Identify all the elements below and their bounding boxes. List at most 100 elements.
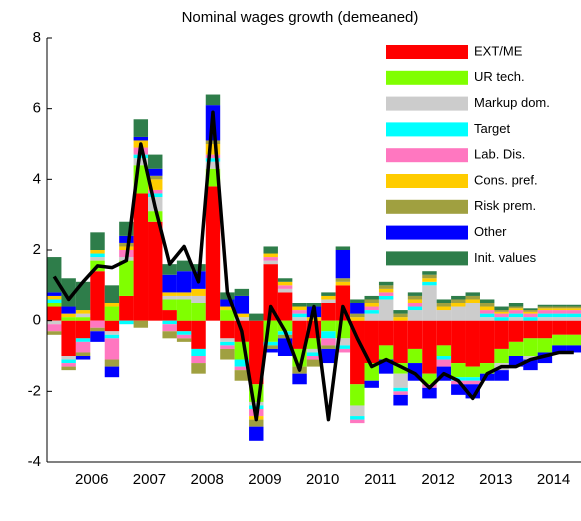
chart-title: Nominal wages growth (demeaned) (182, 9, 419, 26)
bar-segment (277, 285, 293, 289)
x-tick-label: 2009 (248, 471, 281, 488)
bar-segment (90, 271, 105, 321)
bar-segment (566, 345, 581, 353)
bar-segment (205, 140, 221, 144)
bar-segment (566, 306, 581, 309)
bar-segment (191, 320, 206, 349)
line (52, 110, 574, 422)
bar-segment (263, 348, 278, 353)
bar-segment (537, 338, 553, 353)
legend-label: Lab. Dis. (474, 147, 525, 162)
bar-segment (61, 359, 76, 364)
bar-segment (364, 363, 379, 381)
bar-segment (350, 299, 365, 303)
bar-segment (148, 211, 163, 222)
bar-segment (133, 193, 149, 321)
bar-segment (508, 303, 524, 307)
bar-segment (162, 292, 177, 296)
bar-segment (104, 285, 120, 303)
bar-segment (249, 320, 264, 385)
bar-segment (162, 274, 177, 293)
bar-segment (465, 295, 480, 300)
bar-segment (133, 136, 149, 141)
bar-segment (75, 338, 91, 342)
bar-segment (61, 366, 76, 371)
bar-segment (552, 334, 567, 346)
bar-segment (552, 313, 567, 318)
bar-segment (277, 278, 293, 282)
bar-segment (321, 303, 336, 321)
legend-swatch (386, 251, 468, 266)
bar-segment (393, 394, 408, 406)
bar-segment (335, 345, 351, 349)
bar-segment (364, 380, 379, 388)
bar-segment (407, 320, 423, 349)
bar-segment (566, 310, 581, 314)
bar-segment (162, 264, 177, 275)
bar-segment (508, 317, 524, 321)
bar-segment (61, 320, 76, 356)
bar-segment (234, 313, 250, 318)
bar-segment (494, 317, 509, 321)
bar-segment (436, 310, 452, 321)
bar-segment (451, 306, 466, 321)
bar-segment (162, 331, 177, 339)
y-tick-label: 2 (33, 241, 41, 258)
bar-segment (277, 334, 293, 339)
bar-segment (119, 295, 134, 321)
bar-segment (523, 320, 538, 339)
legend-swatch (386, 96, 468, 111)
bar-segment (494, 370, 509, 381)
bar-segment (61, 306, 76, 314)
bar-segment (176, 334, 192, 339)
bar-segment (436, 299, 452, 303)
bar-segment (350, 303, 365, 314)
bar-segment (47, 295, 62, 300)
legend-label: Markup dom. (474, 95, 550, 110)
bar-segment (393, 317, 408, 321)
bar-segment (479, 363, 495, 374)
bar-segment (378, 320, 394, 346)
bar-segment (119, 242, 134, 247)
bar-segment (422, 285, 437, 321)
bar-segment (422, 271, 437, 275)
bar-segment (119, 235, 134, 243)
bar-segment (494, 320, 509, 349)
bar-segment (523, 308, 538, 311)
bar-segment (176, 295, 192, 300)
bar-segment (176, 292, 192, 296)
bar-segment (436, 320, 452, 346)
bar-segment (104, 306, 120, 321)
x-tick-label: 2010 (306, 471, 339, 488)
bar-segment (465, 380, 480, 385)
bar-segment (465, 292, 480, 296)
bar-segment (263, 341, 278, 346)
bar-segment (422, 278, 437, 282)
bar-segment (292, 317, 307, 321)
bar-segment (422, 387, 437, 399)
legend-label: EXT/ME (474, 43, 523, 58)
bar-segment (321, 348, 336, 364)
bar-segment (75, 352, 91, 356)
bar-segment (422, 274, 437, 279)
bar-segment (422, 281, 437, 286)
bar-segment (306, 348, 322, 353)
bar-segment (494, 311, 509, 314)
bar-segment (566, 320, 581, 335)
bar-segment (523, 359, 538, 371)
bar-segment (191, 303, 206, 321)
bar-segment (162, 324, 177, 332)
bar-segment (47, 320, 62, 325)
bar-segment (205, 94, 221, 106)
bar-segment (436, 306, 452, 311)
bar-segment (220, 338, 235, 342)
bar-segment (378, 292, 394, 296)
bar-segment (306, 303, 322, 307)
bar-segment (277, 288, 293, 293)
bar-segment (321, 338, 336, 346)
legend-label: Other (474, 224, 507, 239)
bar-segment (205, 144, 221, 155)
bar-segment (552, 306, 567, 309)
bar-segment (162, 320, 177, 325)
legend-swatch (386, 45, 468, 59)
